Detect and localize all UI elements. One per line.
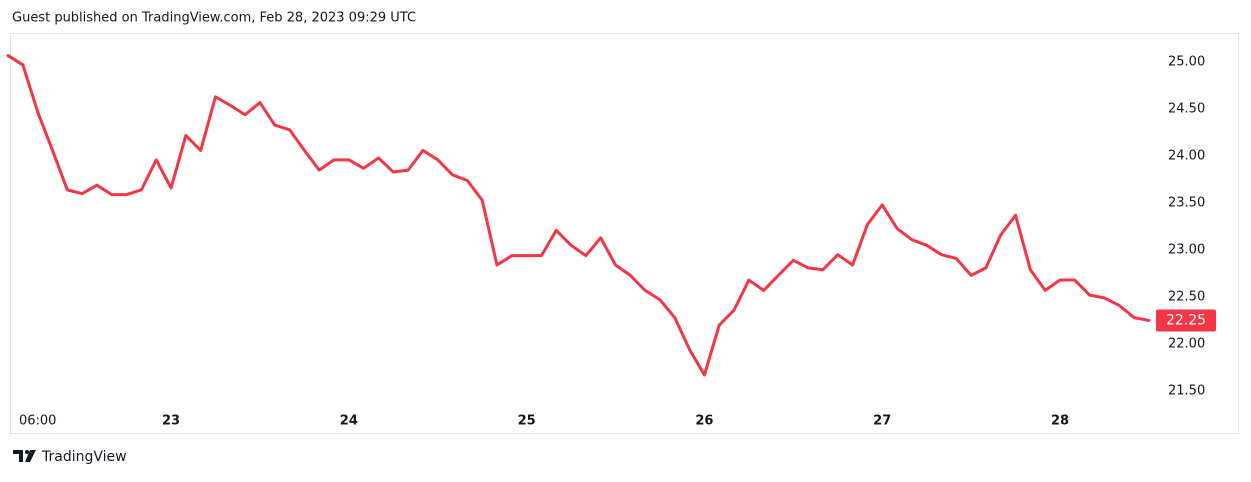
- x-tick-label: 25: [518, 414, 536, 429]
- last-price-label: 22.25: [1166, 312, 1206, 328]
- price-line: [6, 54, 1151, 377]
- x-tick-label: 23: [162, 414, 180, 429]
- x-tick-label: 06:00: [19, 414, 56, 429]
- logo: [13, 450, 36, 462]
- x-tick-label: 24: [340, 414, 358, 429]
- y-tick-label: 22.00: [1168, 336, 1205, 351]
- y-tick-label: 24.00: [1168, 149, 1205, 164]
- y-tick-label: 21.50: [1168, 383, 1205, 398]
- header: Guest published on TradingView.com, Feb …: [12, 11, 416, 26]
- x-tick-label: 28: [1051, 414, 1069, 429]
- y-tick-label: 23.00: [1168, 243, 1205, 258]
- y-tick-label: 25.00: [1168, 55, 1205, 70]
- last-price-box: [1156, 309, 1216, 332]
- y-tick-label: 22.50: [1168, 289, 1205, 304]
- brand: TradingView: [41, 449, 127, 465]
- frame: [10, 33, 1239, 434]
- x-tick-label: 26: [695, 414, 713, 429]
- x-tick-label: 27: [873, 414, 891, 429]
- y-tick-label: 24.50: [1168, 102, 1205, 117]
- y-tick-label: 23.50: [1168, 196, 1205, 211]
